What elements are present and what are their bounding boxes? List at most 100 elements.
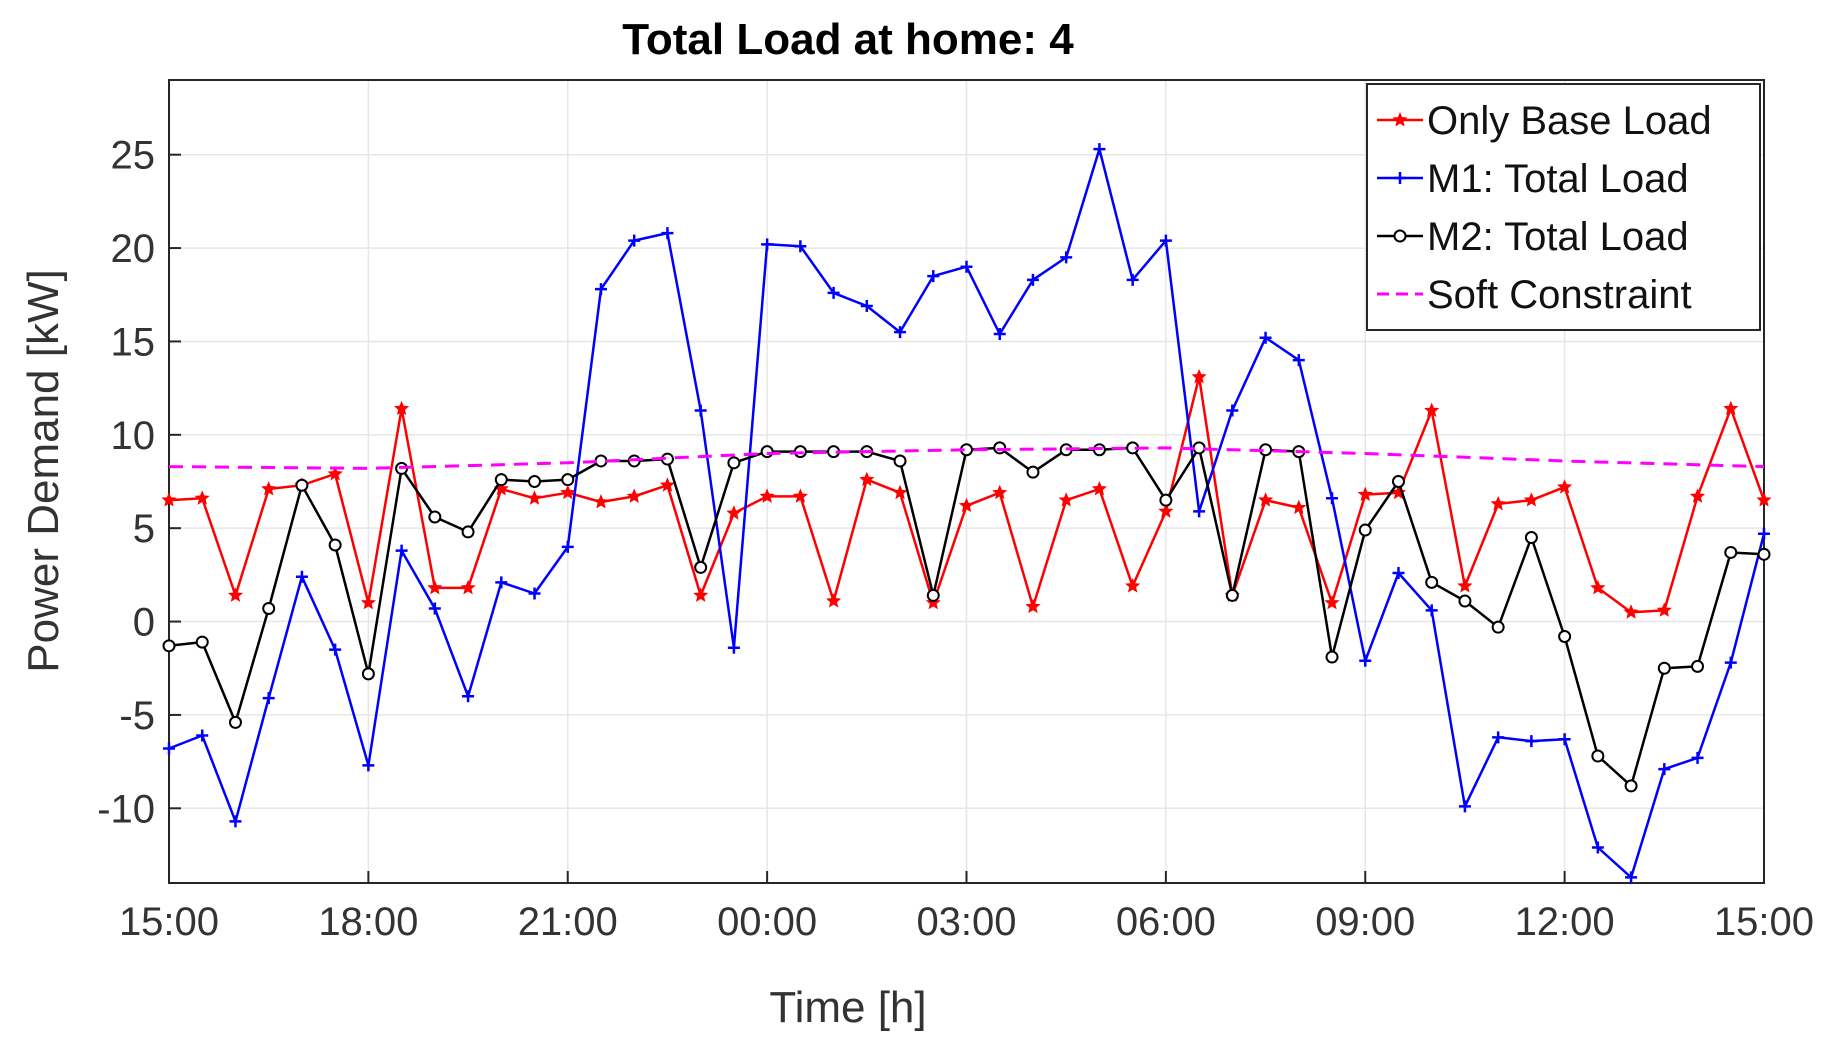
data-point [1026,273,1039,286]
data-point [925,594,941,610]
x-axis-label: Time [h] [769,983,926,1032]
data-point [792,488,808,503]
x-tick-label: 18:00 [318,900,418,944]
data-point [659,477,675,492]
data-point [461,525,475,539]
data-point [661,227,674,240]
legend-item: Only Base Load [1377,99,1712,143]
data-point [958,497,975,513]
data-point [1393,229,1407,243]
data-point [1326,492,1339,505]
data-point [960,260,973,273]
series-m1-total-load [163,143,1770,884]
data-point [1259,331,1272,344]
data-point [262,692,275,705]
data-point [1324,594,1340,610]
data-point [161,492,177,507]
x-tick-label: 21:00 [518,900,618,944]
data-point [1093,143,1106,156]
data-point [1292,354,1305,367]
data-point [1757,547,1771,561]
data-point [362,759,375,772]
legend-item: M1: Total Load [1377,157,1689,201]
data-point [1125,578,1141,593]
data-point [1226,404,1239,417]
data-point [1523,492,1539,507]
data-point [926,588,940,602]
data-point [162,639,176,653]
axes: 15:00 18:00 21:00 00:00 03:00 06:00 09:00 12:00… [97,134,1814,944]
data-point [495,576,508,589]
data-point [693,587,709,602]
data-point [1689,488,1706,503]
data-point [526,490,543,505]
data-point [993,327,1006,340]
data-point [361,667,375,681]
data-point [1358,523,1372,537]
data-point [1623,604,1639,619]
data-point [1490,495,1506,511]
data-point [1758,527,1770,540]
y-tick-label: 15 [111,320,156,364]
data-point [1624,779,1638,793]
y-tick-label: 5 [133,507,155,551]
data-point [462,690,475,703]
data-point [593,494,609,509]
series-group [161,143,1772,884]
legend: Only Base Load M1: Total Load M2: Total Lo… [1366,83,1761,331]
data-point [1325,650,1339,664]
data-point [794,240,807,253]
data-point [927,270,940,283]
series-soft-constraint [168,446,1765,470]
data-point [628,234,641,247]
x-tick-label: 03:00 [916,900,1016,944]
data-point [460,579,476,595]
data-point [761,238,774,251]
data-point [229,815,242,828]
x-tick-label: 06:00 [1116,900,1216,944]
data-point [1392,567,1405,580]
legend-box [1366,83,1761,331]
legend-label: Soft Constraint [1427,273,1692,317]
data-point [427,579,443,595]
data-point [295,570,308,583]
data-point [626,488,642,503]
data-point [1193,505,1206,518]
data-point [1359,654,1372,667]
data-point [328,538,342,552]
y-tick-label: 20 [111,227,156,271]
data-point [727,641,740,654]
data-point [694,560,708,574]
data-point [1424,402,1440,417]
y-tick-label: 0 [133,601,155,645]
data-point [1060,251,1073,264]
legend-label: Only Base Load [1427,99,1712,143]
data-point [1158,503,1174,518]
data-point [428,510,442,524]
data-point [1558,733,1571,746]
data-point [295,478,309,492]
data-point [1357,486,1373,501]
data-point [1524,531,1538,545]
data-point [1492,731,1505,744]
data-point [227,587,244,602]
data-point [760,445,774,459]
data-point [163,742,175,755]
x-tick-label: 00:00 [717,900,817,944]
legend-item: M2: Total Load [1377,215,1689,259]
data-point [1591,749,1605,763]
data-point [893,454,907,468]
data-point [594,454,608,468]
series-line [168,446,1765,470]
data-point [993,441,1007,455]
data-point [1691,659,1705,673]
x-tick-label: 15:00 [1714,900,1814,944]
data-point [561,473,575,487]
data-point [228,715,242,729]
y-tick-label: 25 [111,134,156,178]
data-point [1756,492,1772,507]
data-point [528,587,541,600]
data-point [892,484,908,500]
data-point [1591,841,1604,854]
